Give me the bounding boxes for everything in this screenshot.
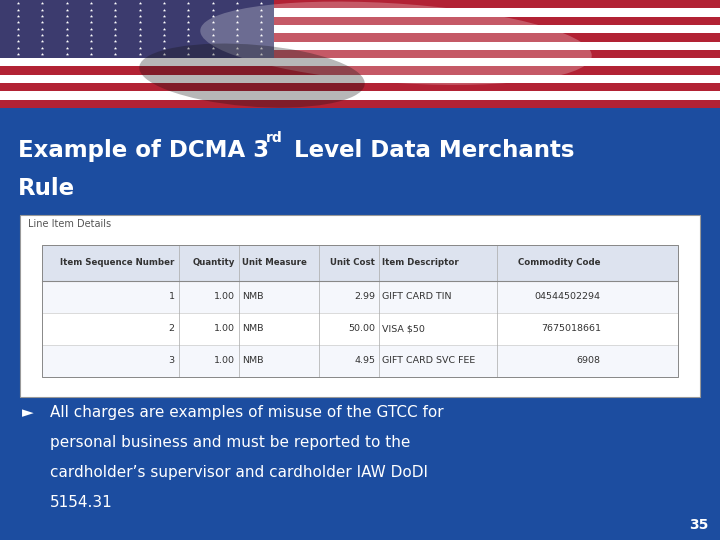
Text: GIFT CARD SVC FEE: GIFT CARD SVC FEE [382,356,475,366]
Text: NMB: NMB [242,293,264,301]
Text: Unit Measure: Unit Measure [242,259,307,267]
Text: Example of DCMA 3: Example of DCMA 3 [18,139,269,162]
Bar [0,58,720,66]
Text: 6908: 6908 [577,356,601,366]
Text: 7675018661: 7675018661 [541,325,601,333]
Text: 1: 1 [168,293,175,301]
Text: VISA $50: VISA $50 [382,325,425,333]
Bar [0,50,720,58]
Text: Line Item Details: Line Item Details [28,219,111,229]
Bar [42,313,678,345]
Bar [0,100,720,108]
Bar [42,245,678,377]
Bar [0,83,720,91]
Text: 1.00: 1.00 [214,356,235,366]
Bar [0,17,720,25]
Text: cardholder’s supervisor and cardholder IAW DoDI: cardholder’s supervisor and cardholder I… [50,465,428,480]
Text: 4.95: 4.95 [354,356,375,366]
Text: Commodity Code: Commodity Code [518,259,601,267]
Text: Unit Cost: Unit Cost [330,259,375,267]
Bar [0,0,274,58]
Text: Item Descriptor: Item Descriptor [382,259,459,267]
Text: 1.00: 1.00 [214,293,235,301]
FancyBboxPatch shape [20,215,700,397]
Text: NMB: NMB [242,356,264,366]
Text: 04544502294: 04544502294 [535,293,601,301]
Text: All charges are examples of misuse of the GTCC for: All charges are examples of misuse of th… [50,405,444,420]
Text: 2: 2 [168,325,175,333]
Text: 3: 3 [168,356,175,366]
Bar [0,25,720,33]
Bar [0,8,720,17]
Text: Rule: Rule [18,177,75,200]
Text: 1.00: 1.00 [214,325,235,333]
Bar [0,42,720,50]
Bar [42,245,678,281]
Bar [42,345,678,377]
Bar [0,75,720,83]
Text: Item Sequence Number: Item Sequence Number [60,259,175,267]
Text: Quantity: Quantity [193,259,235,267]
Text: NMB: NMB [242,325,264,333]
Text: personal business and must be reported to the: personal business and must be reported t… [50,435,410,450]
Ellipse shape [200,2,592,85]
Text: 2.99: 2.99 [354,293,375,301]
Text: ►: ► [22,405,34,420]
Bar [0,0,720,8]
Bar [0,66,720,75]
Text: 50.00: 50.00 [348,325,375,333]
Text: 5154.31: 5154.31 [50,495,113,510]
Text: Level Data Merchants: Level Data Merchants [286,139,575,162]
Bar [0,33,720,42]
Text: rd: rd [266,131,283,145]
Ellipse shape [139,44,365,107]
Bar [42,281,678,313]
Text: GIFT CARD TIN: GIFT CARD TIN [382,293,451,301]
Text: 35: 35 [688,518,708,532]
Bar [0,91,720,100]
